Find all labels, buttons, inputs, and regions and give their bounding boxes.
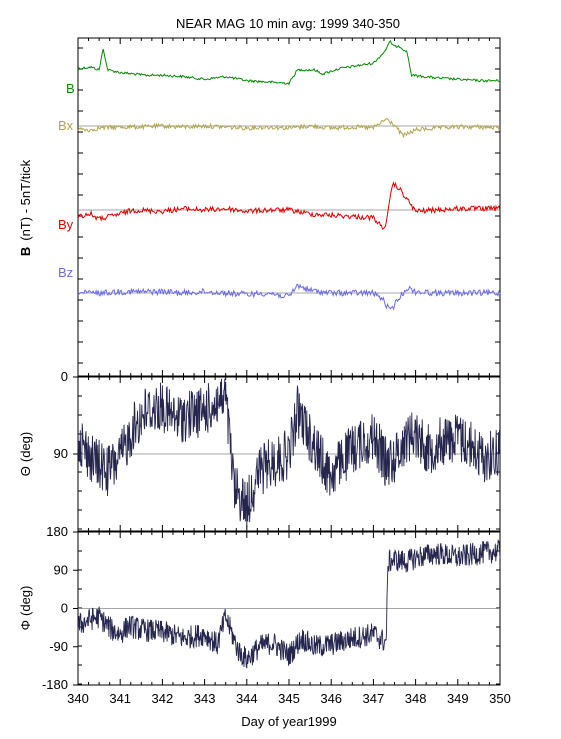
series-line-by: [77, 181, 501, 230]
panel-phi-ylabel: Φ (deg): [18, 586, 33, 631]
xtick-label-346: 346: [320, 691, 342, 706]
series-line-bz: [77, 283, 501, 311]
xtick-label-350: 350: [489, 691, 511, 706]
theta-series-line: [77, 378, 501, 529]
theta-ytick-label-0: 0: [61, 369, 68, 384]
legend-label-bx: Bx: [58, 118, 74, 133]
xtick-label-348: 348: [405, 691, 427, 706]
series-line-b: [77, 40, 501, 86]
legend-label-bz: Bz: [58, 265, 73, 280]
ylabel-phi-symbol: Φ: [18, 620, 33, 630]
xtick-label-344: 344: [236, 691, 258, 706]
ylabel-theta-symbol: Θ: [18, 466, 33, 476]
panel-theta-ylabel: Θ (deg): [18, 432, 33, 476]
chart-title: NEAR MAG 10 min avg: 1999 340-350: [176, 16, 400, 31]
x-axis-label: Day of year1999: [241, 714, 336, 729]
xtick-label-345: 345: [278, 691, 300, 706]
theta-ytick-label-90: 90: [54, 446, 68, 461]
legend-label-b: B: [66, 81, 75, 96]
xtick-label-340: 340: [67, 691, 89, 706]
phi-ytick-label-180: 180: [46, 524, 68, 539]
xtick-label-343: 343: [194, 691, 216, 706]
ylabel-b-text: (nT) - 5nT/tick: [18, 159, 33, 240]
ylabel-phi-text: (deg): [18, 586, 33, 616]
xtick-label-347: 347: [363, 691, 385, 706]
phi-ytick-label-0: 0: [61, 601, 68, 616]
svg-text:Θ(deg): Θ (deg): [18, 432, 33, 476]
xtick-label-341: 341: [109, 691, 131, 706]
phi-ytick-label-90: 90: [54, 562, 68, 577]
chart-marks: B Bx By Bz: [58, 40, 501, 669]
series-line-bx: [77, 117, 501, 138]
panel-b-ylabel: B (nT) - 5nT/tick: [18, 159, 33, 256]
legend-label-by: By: [58, 217, 74, 232]
phi-ytick-label--90: -90: [49, 639, 68, 654]
svg-text:Φ(deg): Φ (deg): [18, 586, 33, 631]
phi-ytick-label--180: -180: [42, 677, 68, 692]
phi-series-line: [77, 539, 501, 669]
ylabel-b-symbol: B: [18, 247, 33, 256]
xtick-label-342: 342: [152, 691, 174, 706]
svg-text:B(nT) - 5nT/tick: B (nT) - 5nT/tick: [18, 159, 33, 256]
xtick-label-349: 349: [447, 691, 469, 706]
ylabel-theta-text: (deg): [18, 432, 33, 462]
